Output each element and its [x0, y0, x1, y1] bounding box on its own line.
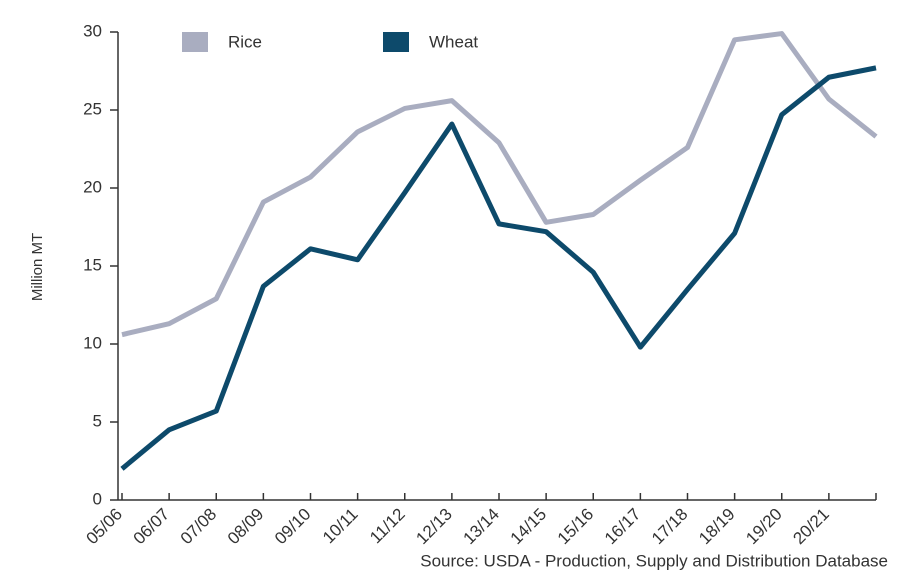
y-axis-label: Million MT — [29, 233, 46, 301]
x-tick-label: 05/06 — [82, 505, 126, 549]
x-tick-label: 14/15 — [507, 505, 551, 549]
x-tick-label: 17/18 — [648, 505, 692, 549]
legend-label: Wheat — [429, 32, 478, 51]
y-tick-label: 5 — [93, 411, 102, 430]
y-tick-label: 30 — [83, 21, 102, 40]
source-note: Source: USDA - Production, Supply and Di… — [420, 551, 888, 570]
x-tick-label: 07/08 — [177, 505, 221, 549]
x-tick-label: 18/19 — [695, 505, 739, 549]
legend-swatch — [383, 32, 409, 52]
x-tick-label: 10/11 — [319, 505, 362, 548]
y-tick-label: 25 — [83, 99, 102, 118]
y-tick-label: 15 — [83, 255, 102, 274]
x-tick-label: 15/16 — [554, 505, 598, 549]
legend-swatch — [182, 32, 208, 52]
y-tick-label: 10 — [83, 333, 102, 352]
x-tick-label: 13/14 — [459, 505, 503, 549]
x-tick-label: 09/10 — [271, 505, 315, 549]
x-tick-label: 06/07 — [130, 505, 174, 549]
x-tick-label: 12/13 — [412, 505, 456, 549]
y-tick-label: 0 — [93, 489, 102, 508]
legend-label: Rice — [228, 32, 262, 51]
series-line — [121, 31, 878, 338]
x-tick-label: 16/17 — [601, 505, 645, 549]
x-tick-label: 11/12 — [366, 505, 409, 548]
x-tick-label: 19/20 — [742, 505, 786, 549]
series-line — [120, 65, 877, 471]
x-tick-label: 20/21 — [789, 505, 833, 549]
y-tick-label: 20 — [83, 177, 102, 196]
x-tick-label: 08/09 — [224, 505, 268, 549]
